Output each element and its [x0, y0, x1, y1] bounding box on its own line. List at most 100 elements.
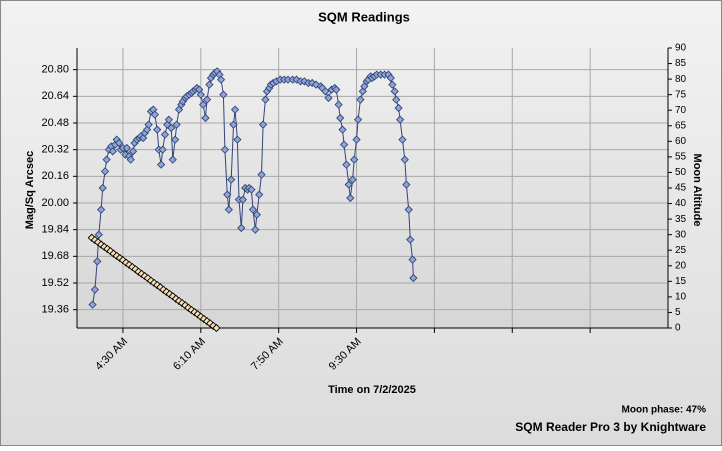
- data-point: [122, 143, 131, 153]
- y-axis-label: Mag/Sq Arcsec: [24, 151, 36, 229]
- data-point: [227, 175, 236, 184]
- y2-tick-label: 5: [675, 307, 681, 318]
- data-point: [292, 75, 301, 84]
- data-point: [196, 90, 205, 99]
- data-point: [251, 225, 260, 234]
- data-point: [170, 135, 180, 144]
- data-point: [406, 235, 415, 244]
- data-point: [223, 190, 232, 199]
- data-point: [409, 273, 418, 283]
- y2-tick-label: 65: [675, 120, 687, 131]
- data-point: [324, 93, 333, 103]
- data-point: [404, 205, 413, 214]
- data-point: [350, 155, 359, 164]
- data-point: [94, 230, 103, 239]
- y2-tick-label: 75: [675, 89, 687, 100]
- data-point: [258, 120, 268, 129]
- data-point: [233, 135, 242, 144]
- data-point: [108, 147, 117, 156]
- data-point: [205, 80, 214, 89]
- data-point: [167, 123, 176, 133]
- data-point: [346, 193, 355, 203]
- data-point: [139, 133, 148, 143]
- data-point: [247, 185, 256, 194]
- y-tick-label: 19.68: [41, 250, 69, 262]
- data-point: [121, 150, 130, 159]
- data-point: [156, 160, 166, 169]
- chart-title: SQM Readings: [318, 9, 410, 24]
- y2-tick-label: 40: [675, 198, 687, 209]
- data-point: [100, 167, 110, 176]
- y-tick-label: 20.32: [41, 144, 69, 156]
- data-point: [164, 115, 174, 124]
- data-point: [126, 155, 135, 164]
- data-point: [172, 120, 181, 129]
- y2-tick-label: 30: [675, 229, 687, 240]
- data-point: [93, 257, 102, 266]
- data-point: [321, 87, 330, 96]
- data-point: [398, 135, 407, 144]
- y-tick-label: 20.80: [41, 64, 69, 76]
- data-point: [344, 180, 353, 189]
- plot-area: [77, 48, 668, 328]
- data-point: [237, 223, 246, 233]
- data-point: [102, 155, 111, 164]
- moon-phase: Moon phase: 47%: [622, 405, 707, 416]
- data-point: [342, 160, 351, 169]
- data-point: [261, 95, 270, 104]
- y2-tick-label: 55: [675, 152, 687, 163]
- y2-tick-label: 85: [675, 58, 687, 69]
- data-point: [199, 100, 208, 109]
- data-point: [300, 77, 309, 86]
- data-point: [352, 135, 361, 144]
- y-tick-label: 19.84: [41, 224, 69, 236]
- y-tick-label: 19.52: [41, 277, 69, 289]
- y-tick-label: 20.16: [41, 170, 69, 182]
- y-tick-label: 20.64: [41, 90, 69, 102]
- data-point: [356, 95, 365, 104]
- data-point: [153, 125, 162, 134]
- data-point: [230, 105, 240, 114]
- y2-tick-label: 0: [675, 323, 681, 334]
- data-point: [392, 95, 401, 104]
- data-point: [334, 100, 343, 109]
- data-point: [168, 155, 177, 164]
- data-point: [150, 110, 160, 119]
- data-point: [402, 180, 411, 189]
- x-axis-label: Time on 7/2/2025: [328, 384, 416, 396]
- y2-tick-label: 90: [675, 43, 687, 54]
- y2-tick-label: 20: [675, 260, 687, 271]
- data-point: [114, 138, 124, 148]
- data-point: [160, 130, 170, 139]
- data-point: [396, 115, 405, 124]
- data-point: [144, 120, 153, 129]
- data-point: [400, 155, 409, 164]
- y2-tick-label: 70: [675, 105, 687, 116]
- data-point: [97, 205, 106, 214]
- data-point: [388, 80, 397, 89]
- y2-tick-label: 80: [675, 74, 687, 85]
- data-point: [201, 113, 210, 123]
- data-point: [255, 190, 264, 199]
- data-point: [238, 195, 247, 204]
- y2-tick-label: 50: [675, 167, 687, 178]
- data-point: [248, 205, 258, 214]
- data-point: [386, 73, 395, 83]
- data-point: [88, 300, 97, 309]
- data-point: [90, 285, 100, 294]
- data-point: [339, 140, 349, 149]
- data-point: [348, 175, 357, 184]
- data-point: [128, 147, 138, 156]
- data-point: [358, 87, 367, 96]
- footer: SQM Reader Pro 3 by Knightware: [515, 420, 706, 434]
- data-point: [257, 170, 266, 179]
- y-tick-label: 19.36: [41, 304, 69, 316]
- y2-tick-label: 35: [675, 214, 687, 225]
- data-point: [158, 145, 167, 154]
- data-point: [224, 205, 233, 214]
- data-point: [408, 255, 417, 264]
- data-point: [212, 323, 221, 333]
- data-point: [202, 95, 212, 104]
- data-point: [390, 87, 399, 96]
